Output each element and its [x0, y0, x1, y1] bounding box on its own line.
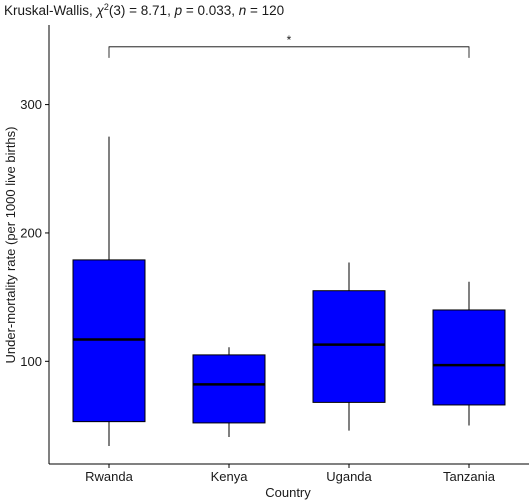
x-tick-label: Kenya: [211, 469, 249, 484]
y-tick-label: 300: [20, 97, 42, 112]
x-tick-label: Uganda: [326, 469, 372, 484]
box-body: [432, 309, 506, 406]
box-kenya: [192, 347, 266, 438]
box-rwanda: [72, 136, 146, 447]
box-body: [192, 354, 266, 424]
box-body: [312, 290, 386, 403]
y-tick-label: 100: [20, 354, 42, 369]
plot-area: 100 200 300 Rwanda Kenya Uganda Tanzania *: [20, 25, 529, 484]
significance-label: *: [287, 33, 292, 47]
y-axis-title: Under-mortality rate (per 1000 live birt…: [3, 127, 18, 364]
chart-title: Kruskal-Wallis, χ2(3) = 8.71, p = 0.033,…: [4, 2, 284, 18]
significance-bracket: [108, 46, 470, 58]
box-uganda: [312, 262, 386, 431]
x-tick-label: Rwanda: [85, 469, 133, 484]
box-tanzania: [432, 281, 506, 426]
box-body: [72, 259, 146, 423]
y-tick-label: 200: [20, 225, 42, 240]
x-tick-label: Tanzania: [443, 469, 496, 484]
x-axis-title: Country: [265, 485, 311, 500]
